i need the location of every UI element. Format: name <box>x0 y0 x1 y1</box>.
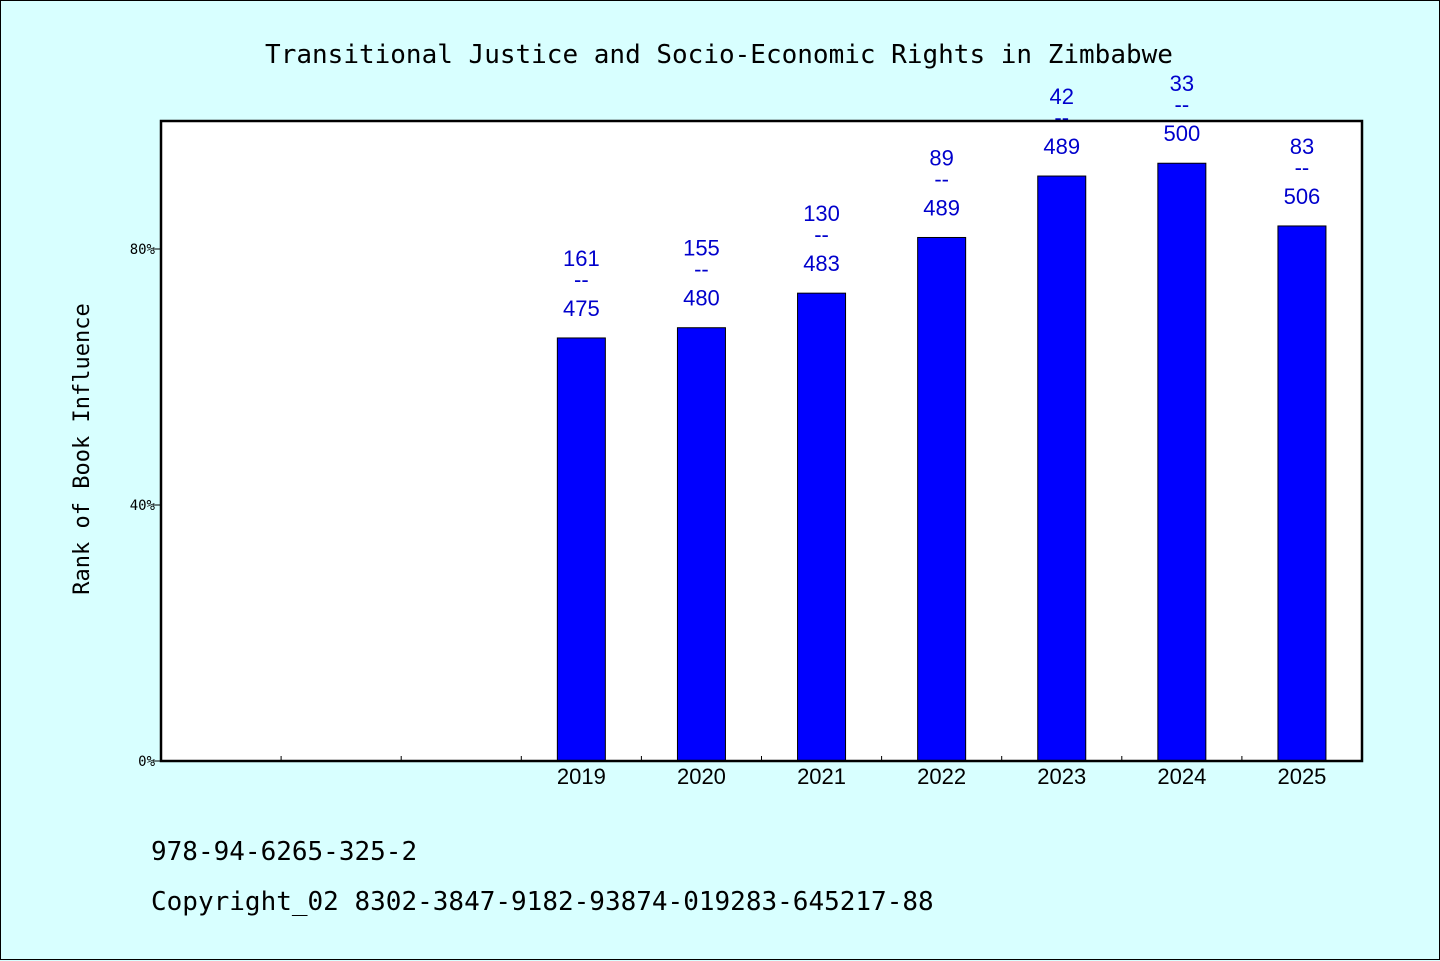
chart-title: Transitional Justice and Socio-Economic … <box>265 40 1173 70</box>
y-tick-label: 40% <box>130 498 156 514</box>
y-axis-ticks: 0% 40% 80% <box>130 242 161 770</box>
x-tick-label: 2024 <box>1157 764 1206 789</box>
data-label-rank: 42 <box>1050 84 1074 109</box>
data-label-separator: -- <box>1054 105 1069 130</box>
x-tick-label: 2025 <box>1277 764 1326 789</box>
y-tick-label: 80% <box>130 242 156 258</box>
data-label-total: 480 <box>683 286 720 311</box>
data-label-separator: -- <box>1175 92 1190 117</box>
y-tick-label: 0% <box>138 754 155 770</box>
bar-2020 <box>676 327 726 762</box>
data-label-total: 489 <box>923 195 960 220</box>
bar-2025 <box>1277 225 1327 762</box>
data-label-total: 500 <box>1163 121 1200 146</box>
data-label-separator: -- <box>574 267 589 292</box>
x-tick-label: 2020 <box>677 764 726 789</box>
bar-2023 <box>1037 175 1087 762</box>
data-label-rank: 89 <box>929 145 953 170</box>
data-label-total: 489 <box>1043 134 1080 159</box>
bar-2024 <box>1157 162 1207 762</box>
copyright-text: Copyright_02 8302-3847-9182-93874-019283… <box>151 887 934 917</box>
data-label-separator: -- <box>934 166 949 191</box>
data-label-total: 483 <box>803 251 840 276</box>
data-label-separator: -- <box>694 257 709 282</box>
y-axis-label: Rank of Book Influence <box>70 303 95 594</box>
data-labels: 161--475155--480130--48389--48942--48933… <box>563 71 1320 321</box>
data-label-rank: 83 <box>1290 134 1314 159</box>
data-label-rank: 155 <box>683 236 720 261</box>
plot-border <box>159 119 1364 763</box>
bar-2021 <box>797 292 847 762</box>
x-tick-label: 2022 <box>917 764 966 789</box>
bar-2022 <box>917 236 967 762</box>
data-label-rank: 161 <box>563 246 600 271</box>
bar-group <box>556 162 1327 762</box>
x-tick-label: 2021 <box>797 764 846 789</box>
data-label-separator: -- <box>814 222 829 247</box>
data-label-rank: 33 <box>1170 71 1194 96</box>
isbn-text: 978-94-6265-325-2 <box>151 837 418 867</box>
bar-2019 <box>556 337 606 762</box>
x-axis-ticks: 2019 2020 2021 2022 2023 2024 2025 <box>280 756 1326 789</box>
data-label-total: 506 <box>1284 184 1321 209</box>
data-label-separator: -- <box>1295 155 1310 180</box>
x-tick-label: 2019 <box>557 764 606 789</box>
data-label-rank: 130 <box>803 201 840 226</box>
data-label-total: 475 <box>563 296 600 321</box>
x-tick-label: 2023 <box>1037 764 1086 789</box>
